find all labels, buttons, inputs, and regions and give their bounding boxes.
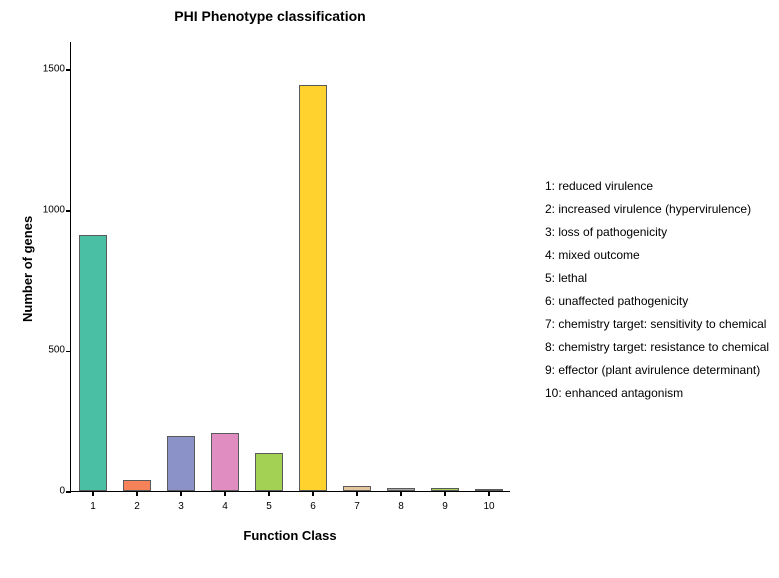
bar <box>255 453 284 491</box>
x-tick-mark <box>444 491 446 496</box>
legend-item: 4: mixed outcome <box>545 244 769 267</box>
bar <box>299 85 328 491</box>
x-tick-label: 8 <box>398 501 404 512</box>
legend-item: 9: effector (plant avirulence determinan… <box>545 359 769 382</box>
legend-item: 10: enhanced antagonism <box>545 382 769 405</box>
bar <box>79 235 108 491</box>
x-tick-mark <box>224 491 226 496</box>
bar <box>211 433 240 491</box>
x-tick-mark <box>312 491 314 496</box>
x-tick-mark <box>136 491 138 496</box>
legend-item: 8: chemistry target: resistance to chemi… <box>545 336 769 359</box>
x-tick-label: 2 <box>134 501 140 512</box>
chart-title: PHI Phenotype classification <box>0 8 540 24</box>
y-tick-label: 500 <box>48 345 65 356</box>
x-tick-label: 10 <box>483 501 494 512</box>
y-tick-mark <box>66 69 71 71</box>
legend-item: 5: lethal <box>545 267 769 290</box>
x-tick-mark <box>92 491 94 496</box>
x-tick-label: 1 <box>90 501 96 512</box>
y-tick-mark <box>66 210 71 212</box>
y-tick-label: 0 <box>59 486 65 497</box>
chart-container: PHI Phenotype classification Number of g… <box>0 0 779 578</box>
x-tick-label: 6 <box>310 501 316 512</box>
y-tick-mark <box>66 351 71 353</box>
x-tick-label: 4 <box>222 501 228 512</box>
y-tick-label: 1000 <box>43 204 65 215</box>
legend: 1: reduced virulence2: increased virulen… <box>545 175 769 405</box>
legend-item: 6: unaffected pathogenicity <box>545 290 769 313</box>
bar <box>167 436 196 491</box>
y-tick-label: 1500 <box>43 64 65 75</box>
x-tick-label: 5 <box>266 501 272 512</box>
bar <box>123 480 152 491</box>
x-tick-mark <box>268 491 270 496</box>
plot-area: 05001000150012345678910 <box>70 42 510 492</box>
legend-item: 1: reduced virulence <box>545 175 769 198</box>
x-axis-label: Function Class <box>70 528 510 543</box>
x-tick-label: 9 <box>442 501 448 512</box>
legend-item: 7: chemistry target: sensitivity to chem… <box>545 313 769 336</box>
x-tick-mark <box>400 491 402 496</box>
x-tick-mark <box>356 491 358 496</box>
x-tick-label: 3 <box>178 501 184 512</box>
x-tick-mark <box>488 491 490 496</box>
x-tick-mark <box>180 491 182 496</box>
x-tick-label: 7 <box>354 501 360 512</box>
y-axis-label: Number of genes <box>20 216 35 322</box>
legend-item: 3: loss of pathogenicity <box>545 221 769 244</box>
y-tick-mark <box>66 491 71 493</box>
legend-item: 2: increased virulence (hypervirulence) <box>545 198 769 221</box>
